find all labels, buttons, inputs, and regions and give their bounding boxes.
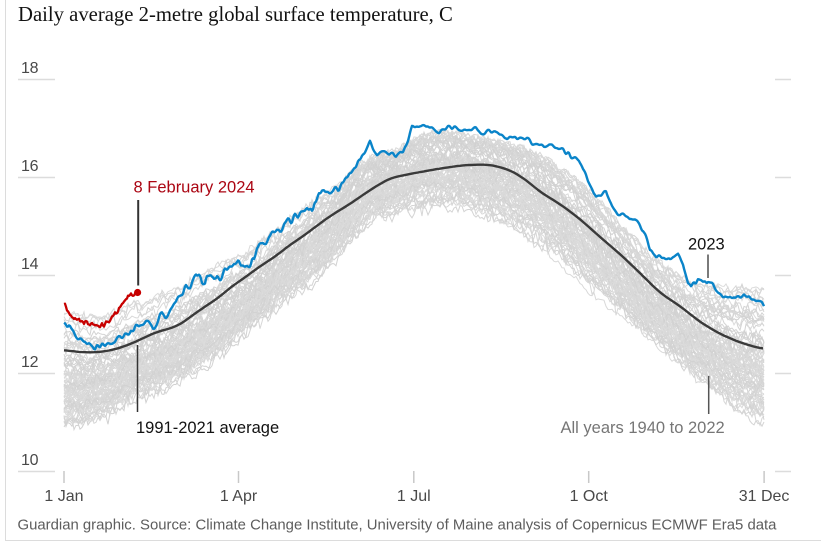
svg-text:Guardian graphic. Source: Clim: Guardian graphic. Source: Climate Change…	[18, 518, 778, 534]
svg-text:12: 12	[21, 354, 39, 371]
svg-text:18: 18	[21, 60, 39, 77]
svg-text:2023: 2023	[688, 236, 725, 254]
svg-text:1 Jan: 1 Jan	[44, 488, 83, 505]
svg-text:16: 16	[21, 158, 39, 175]
svg-text:Daily average 2-metre global s: Daily average 2-metre global surface tem…	[18, 4, 453, 26]
svg-text:1991-2021 average: 1991-2021 average	[136, 419, 279, 437]
svg-text:10: 10	[21, 452, 39, 469]
svg-text:1 Oct: 1 Oct	[570, 488, 609, 505]
svg-text:8 February 2024: 8 February 2024	[134, 179, 255, 197]
svg-text:1 Apr: 1 Apr	[220, 488, 258, 505]
svg-text:14: 14	[21, 256, 39, 273]
svg-text:All years 1940 to 2022: All years 1940 to 2022	[561, 419, 725, 437]
svg-text:31 Dec: 31 Dec	[739, 488, 790, 505]
svg-text:1 Jul: 1 Jul	[397, 488, 431, 505]
